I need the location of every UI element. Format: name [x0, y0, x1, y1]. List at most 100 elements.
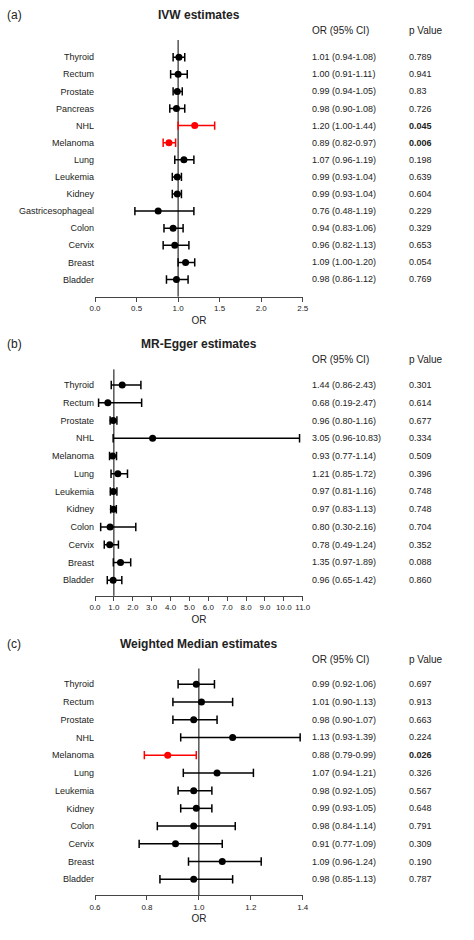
svg-text:0.509: 0.509: [409, 451, 432, 461]
svg-text:OR: OR: [191, 913, 206, 924]
svg-text:p Value: p Value: [409, 25, 443, 36]
svg-text:9.0: 9.0: [259, 603, 271, 612]
svg-text:Breast: Breast: [68, 258, 95, 268]
svg-text:Melanoma: Melanoma: [52, 451, 94, 461]
svg-text:5.0: 5.0: [184, 603, 196, 612]
svg-text:Thyroid: Thyroid: [64, 679, 94, 689]
svg-text:2.0: 2.0: [127, 603, 139, 612]
svg-text:1.01 (0.94-1.08): 1.01 (0.94-1.08): [312, 52, 376, 62]
svg-text:0.76 (0.48-1.19): 0.76 (0.48-1.19): [312, 206, 376, 216]
svg-text:0.396: 0.396: [409, 469, 432, 479]
svg-text:0.653: 0.653: [409, 240, 432, 250]
svg-text:1.5: 1.5: [214, 304, 226, 313]
svg-text:Thyroid: Thyroid: [64, 52, 94, 62]
svg-text:0.97 (0.81-1.16): 0.97 (0.81-1.16): [312, 486, 376, 496]
svg-text:0.99 (0.93-1.05): 0.99 (0.93-1.05): [312, 803, 376, 813]
svg-text:0.941: 0.941: [409, 69, 432, 79]
svg-text:0.224: 0.224: [409, 732, 432, 742]
svg-text:p Value: p Value: [409, 654, 443, 665]
svg-text:1.0: 1.0: [173, 304, 185, 313]
svg-text:Colon: Colon: [70, 223, 94, 233]
svg-text:0.96 (0.65-1.42): 0.96 (0.65-1.42): [312, 575, 376, 585]
svg-text:2.0: 2.0: [256, 304, 268, 313]
svg-text:0.301: 0.301: [409, 380, 432, 390]
svg-text:0.860: 0.860: [409, 575, 432, 585]
svg-text:0.98 (0.90-1.07): 0.98 (0.90-1.07): [312, 715, 376, 725]
svg-text:0.787: 0.787: [409, 874, 432, 884]
svg-text:1.13 (0.93-1.39): 1.13 (0.93-1.39): [312, 732, 376, 742]
svg-text:(c): (c): [7, 637, 21, 651]
svg-text:1.07 (0.96-1.19): 1.07 (0.96-1.19): [312, 155, 376, 165]
svg-text:10.0: 10.0: [276, 603, 292, 612]
svg-text:0.0: 0.0: [89, 603, 101, 612]
svg-text:0.98 (0.85-1.13): 0.98 (0.85-1.13): [312, 874, 376, 884]
svg-text:0.229: 0.229: [409, 206, 432, 216]
svg-text:1.4: 1.4: [297, 903, 309, 912]
svg-text:0.748: 0.748: [409, 504, 432, 514]
svg-text:Bladder: Bladder: [63, 575, 94, 585]
svg-text:Lung: Lung: [74, 469, 94, 479]
svg-text:0.98 (0.84-1.14): 0.98 (0.84-1.14): [312, 821, 376, 831]
svg-text:0.639: 0.639: [409, 172, 432, 182]
svg-text:0.97 (0.83-1.13): 0.97 (0.83-1.13): [312, 504, 376, 514]
svg-text:Cervix: Cervix: [68, 240, 94, 250]
svg-text:OR (95% CI): OR (95% CI): [312, 25, 369, 36]
svg-text:0.99 (0.93-1.04): 0.99 (0.93-1.04): [312, 172, 376, 182]
svg-text:11.0: 11.0: [295, 603, 311, 612]
svg-text:0.614: 0.614: [409, 398, 432, 408]
svg-text:1.2: 1.2: [245, 903, 257, 912]
svg-text:Cervix: Cervix: [68, 540, 94, 550]
svg-text:0.913: 0.913: [409, 697, 432, 707]
svg-text:0.045: 0.045: [409, 121, 432, 131]
svg-text:1.09 (0.96-1.24): 1.09 (0.96-1.24): [312, 857, 376, 867]
svg-text:1.00 (0.91-1.11): 1.00 (0.91-1.11): [312, 69, 375, 79]
svg-text:NHL: NHL: [76, 433, 94, 443]
svg-text:0.198: 0.198: [409, 155, 432, 165]
svg-text:0.91 (0.77-1.09): 0.91 (0.77-1.09): [312, 839, 376, 849]
svg-text:0.8: 0.8: [141, 903, 153, 912]
svg-text:1.07 (0.94-1.21): 1.07 (0.94-1.21): [312, 768, 376, 778]
svg-text:0.190: 0.190: [409, 857, 432, 867]
svg-text:0.309: 0.309: [409, 839, 432, 849]
svg-text:0.697: 0.697: [409, 679, 432, 689]
svg-text:(b): (b): [7, 337, 22, 351]
svg-text:0.769: 0.769: [409, 274, 432, 284]
svg-text:0.68 (0.19-2.47): 0.68 (0.19-2.47): [312, 398, 376, 408]
svg-text:Leukemia: Leukemia: [55, 172, 94, 182]
svg-text:Kidney: Kidney: [66, 189, 94, 199]
svg-text:0.99 (0.92-1.06): 0.99 (0.92-1.06): [312, 679, 376, 689]
svg-text:0.789: 0.789: [409, 52, 432, 62]
svg-text:0.663: 0.663: [409, 715, 432, 725]
svg-text:1.20 (1.00-1.44): 1.20 (1.00-1.44): [312, 121, 376, 131]
svg-text:0.604: 0.604: [409, 189, 432, 199]
svg-text:Bladder: Bladder: [63, 275, 94, 285]
svg-text:0.567: 0.567: [409, 786, 432, 796]
svg-text:Leukemia: Leukemia: [55, 487, 94, 497]
svg-text:p Value: p Value: [409, 354, 443, 365]
svg-text:Cervix: Cervix: [68, 839, 94, 849]
svg-text:Prostate: Prostate: [60, 87, 94, 97]
svg-text:0.677: 0.677: [409, 416, 432, 426]
svg-text:1.21 (0.85-1.72): 1.21 (0.85-1.72): [312, 469, 376, 479]
svg-text:1.35 (0.97-1.89): 1.35 (0.97-1.89): [312, 557, 376, 567]
svg-text:0.791: 0.791: [409, 821, 432, 831]
svg-text:0.94 (0.83-1.06): 0.94 (0.83-1.06): [312, 223, 376, 233]
svg-text:0.98 (0.86-1.12): 0.98 (0.86-1.12): [312, 274, 376, 284]
svg-text:Colon: Colon: [70, 821, 94, 831]
svg-text:0.006: 0.006: [409, 138, 432, 148]
svg-text:Breast: Breast: [68, 558, 95, 568]
svg-text:3.05 (0.96-10.83): 3.05 (0.96-10.83): [312, 433, 381, 443]
svg-text:8.0: 8.0: [241, 603, 253, 612]
svg-text:0.704: 0.704: [409, 522, 432, 532]
svg-text:0.96 (0.80-1.16): 0.96 (0.80-1.16): [312, 416, 376, 426]
svg-text:7.0: 7.0: [222, 603, 234, 612]
svg-text:3.0: 3.0: [146, 603, 158, 612]
svg-text:0.352: 0.352: [409, 540, 432, 550]
svg-text:Colon: Colon: [70, 522, 94, 532]
svg-text:0.88 (0.79-0.99): 0.88 (0.79-0.99): [312, 750, 376, 760]
svg-text:0.748: 0.748: [409, 486, 432, 496]
svg-text:4.0: 4.0: [165, 603, 177, 612]
svg-text:0.99 (0.94-1.05): 0.99 (0.94-1.05): [312, 86, 376, 96]
svg-text:Bladder: Bladder: [63, 874, 94, 884]
svg-text:OR (95% CI): OR (95% CI): [312, 654, 369, 665]
